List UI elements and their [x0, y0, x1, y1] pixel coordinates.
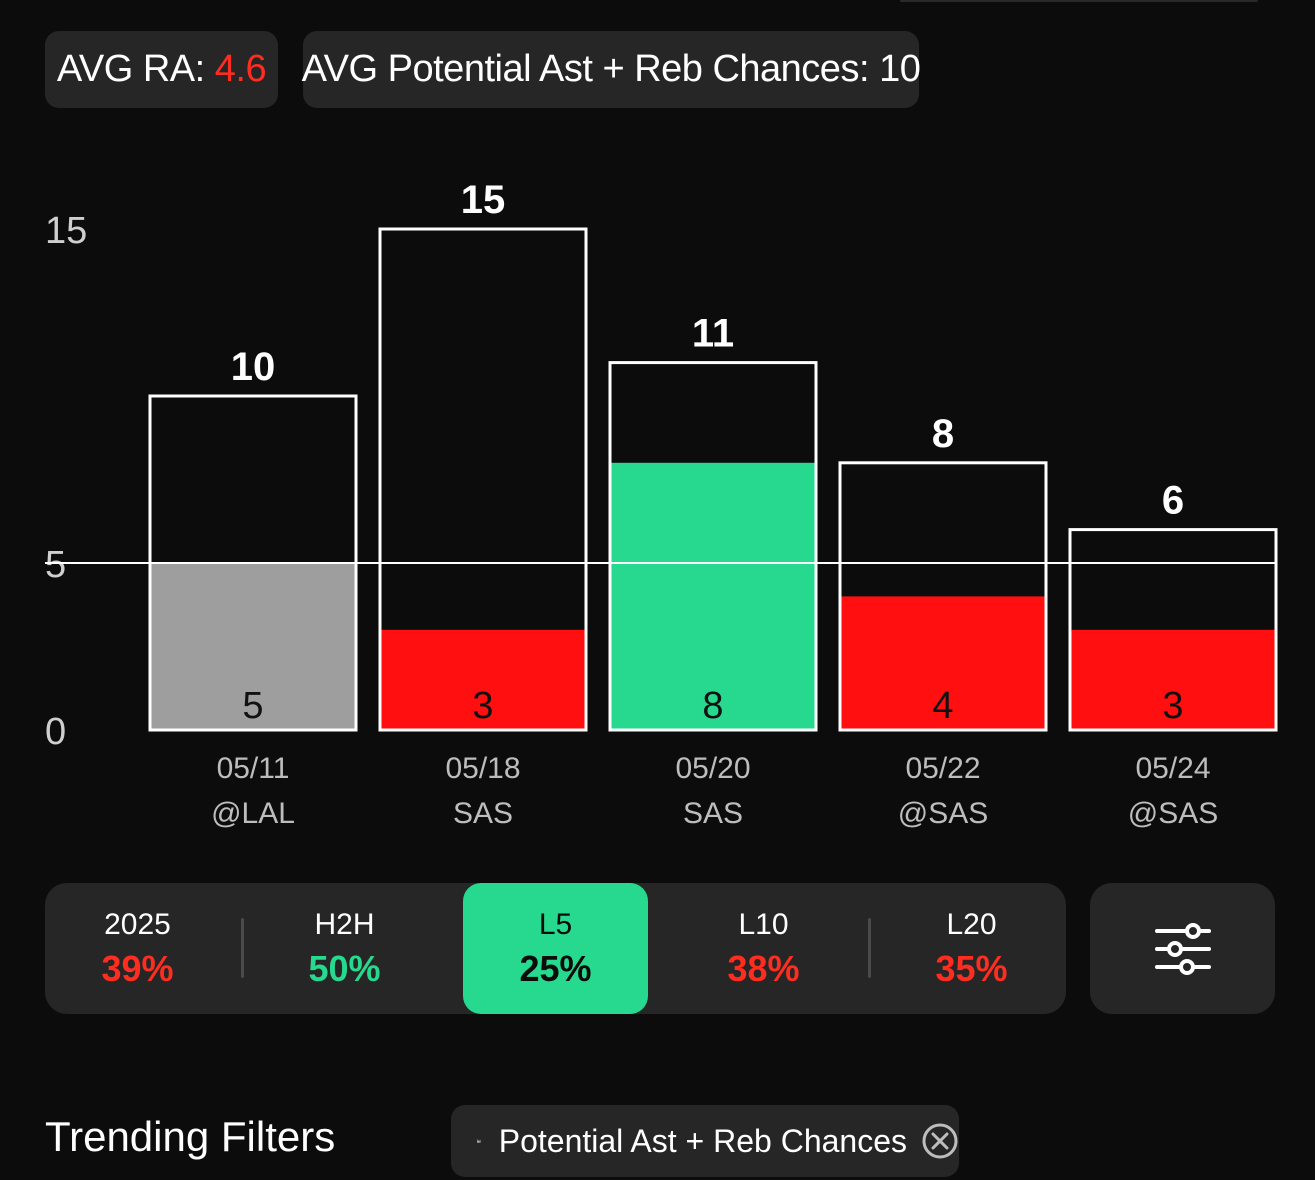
tab-hit-rate: 38% [727, 947, 800, 989]
tab-separator [868, 918, 871, 978]
trending-filter-chip[interactable]: Potential Ast + Reb Chances [451, 1105, 959, 1177]
trending-filters-title: Trending Filters [45, 1113, 336, 1160]
tab-label: L20 [946, 907, 997, 941]
bar-chart: 0 5 15 10 5 05/11 @LAL 15 3 05/18 SAS 11 8 05/20 SAS 8 4… [45, 178, 1278, 830]
y-tick-label: 5 [45, 544, 66, 586]
bar-fill [1070, 629, 1276, 730]
trending-filter-label: Potential Ast + Reb Chances [498, 1122, 907, 1159]
tab-separator [241, 918, 244, 978]
tab-h2h[interactable]: H2H 50% [252, 883, 437, 1014]
x-tick-date: 05/22 [905, 752, 980, 785]
bar-value-label: 3 [472, 685, 493, 727]
bar-outline [378, 227, 588, 732]
bar-fill [150, 563, 356, 730]
bar-chart-icon [477, 1139, 481, 1143]
y-tick-label: 15 [45, 210, 87, 252]
x-tick-date: 05/11 [217, 752, 290, 785]
bar-total-label: 11 [692, 312, 734, 356]
avg-chances-label: AVG Potential Ast + Reb Chances: [301, 48, 870, 90]
bar-total-label: 8 [932, 412, 954, 456]
avg-chances-value: 10 [879, 48, 921, 90]
tab-label: H2H [314, 907, 375, 941]
bar-fill [840, 596, 1046, 730]
x-tick-opponent: @SAS [898, 797, 988, 830]
tab-l20[interactable]: L20 35% [879, 883, 1064, 1014]
bar-value-label: 4 [932, 685, 953, 727]
bar-outline [1068, 528, 1278, 732]
bar-outline [608, 361, 818, 732]
x-tick-opponent: @LAL [211, 797, 295, 830]
bar-value-label: 3 [1162, 685, 1183, 727]
x-tick-opponent: SAS [683, 797, 743, 830]
tab-hit-rate: 39% [101, 947, 174, 989]
bar-total-label: 6 [1162, 479, 1184, 523]
bar-fill [610, 462, 816, 730]
avg-ra-value: 4.6 [214, 48, 267, 90]
filter-settings-button[interactable] [1090, 883, 1275, 1014]
bar-total-label: 15 [461, 178, 506, 222]
period-tab-bar: 2025 39% H2H 50% L5 25% L10 38% L20 35% [45, 883, 1066, 1014]
bar-value-label: 5 [242, 685, 263, 727]
y-tick-label: 0 [45, 711, 66, 753]
x-tick-date: 05/20 [675, 752, 750, 785]
tab-l5[interactable]: L5 25% [463, 883, 648, 1014]
tab-label: 2025 [104, 907, 171, 941]
tab-label: L5 [538, 907, 573, 941]
tab-hit-rate: 50% [308, 947, 381, 989]
bar-fill [380, 629, 586, 730]
bar-value-label: 8 [702, 685, 723, 727]
remove-filter-button[interactable] [921, 1122, 959, 1160]
avg-ra-label: AVG RA: [56, 48, 205, 90]
x-tick-date: 05/18 [445, 752, 520, 785]
tab-l10[interactable]: L10 38% [671, 883, 856, 1014]
avg-ra-badge: AVG RA: 4.6 [45, 31, 278, 108]
tab-hit-rate: 25% [519, 947, 592, 989]
tab-label: L10 [738, 907, 789, 941]
tab-2025[interactable]: 2025 39% [45, 883, 230, 1014]
x-tick-opponent: @SAS [1128, 797, 1218, 830]
top-divider [900, 0, 1258, 2]
sliders-icon [1154, 922, 1211, 975]
bar-outline [838, 461, 1048, 732]
x-tick-opponent: SAS [453, 797, 513, 830]
bar-total-label: 10 [231, 345, 276, 389]
tab-hit-rate: 35% [935, 947, 1008, 989]
avg-chances-badge: AVG Potential Ast + Reb Chances: 10 [301, 31, 921, 108]
close-circle-icon [922, 1123, 958, 1159]
x-tick-date: 05/24 [1135, 752, 1210, 785]
